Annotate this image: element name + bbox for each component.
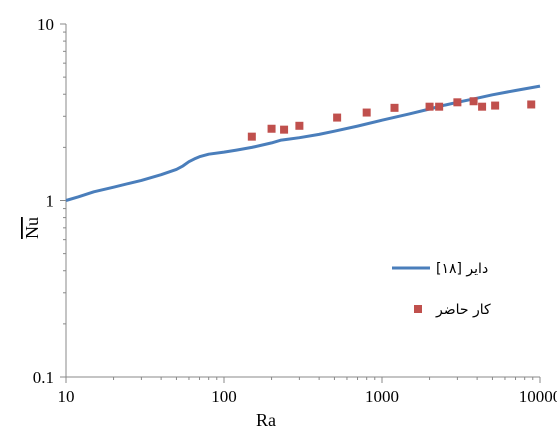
y-tick-label: 10	[37, 15, 54, 34]
x-tick-label: 100	[211, 387, 237, 406]
y-axis-title: Nu	[22, 217, 42, 239]
scatter-point	[478, 102, 487, 111]
scatter-point	[280, 125, 289, 134]
y-tick-label: 0.1	[33, 368, 54, 387]
scatter-point	[435, 102, 444, 111]
legend-label: کار حاضر	[435, 302, 491, 318]
x-tick-label: 10	[58, 387, 75, 406]
legend: دایر [۱۸] کار حاضر	[392, 261, 491, 318]
y-tick-label: 1	[46, 192, 55, 211]
scatter-point	[491, 101, 500, 110]
axes	[65, 24, 540, 378]
legend-marker-swatch	[414, 305, 422, 313]
ticks: 10 100 1000 10000 0.1 1 10	[33, 15, 557, 406]
scatter-point	[295, 121, 304, 130]
scatter-point	[527, 100, 536, 109]
scatter-point	[390, 103, 399, 112]
x-tick-label: 10000	[519, 387, 557, 406]
scatter-point	[362, 108, 371, 117]
scatter-point	[247, 132, 256, 141]
scatter-point	[453, 98, 462, 107]
scatter-point	[333, 113, 342, 122]
series-line	[65, 84, 541, 202]
scatter-point	[267, 124, 276, 133]
legend-label: دایر [۱۸]	[436, 261, 488, 277]
series-layer	[65, 84, 541, 202]
x-axis-title: Ra	[256, 410, 276, 429]
scatter-point	[469, 97, 478, 106]
scatter-point	[425, 102, 434, 111]
x-tick-label: 1000	[365, 387, 399, 406]
